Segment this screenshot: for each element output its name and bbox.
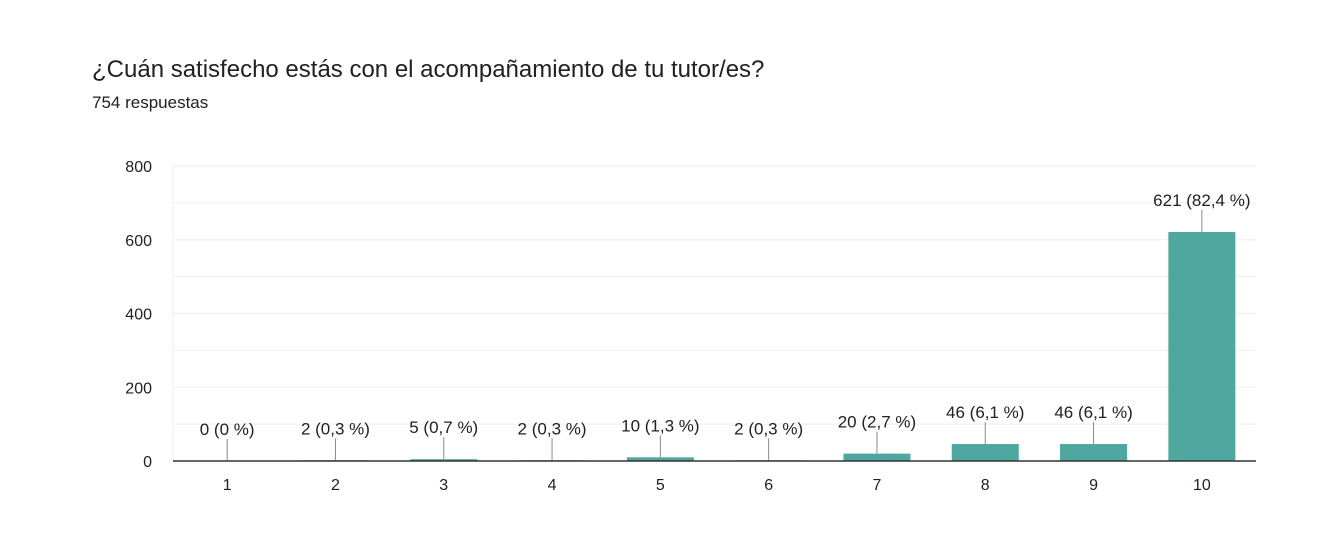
bar-3	[410, 459, 478, 461]
x-tick-label: 2	[331, 477, 340, 494]
x-tick-label: 7	[872, 477, 881, 494]
chart-title: ¿Cuán satisfecho estás con el acompañami…	[92, 56, 765, 83]
x-tick-label: 10	[1193, 477, 1211, 494]
data-label-8: 46 (6,1 %)	[946, 403, 1024, 422]
data-label-7: 20 (2,7 %)	[838, 413, 916, 432]
y-tick-label: 0	[143, 454, 152, 471]
data-label-2: 2 (0,3 %)	[301, 419, 370, 438]
y-tick-label: 400	[125, 307, 152, 324]
data-label-4: 2 (0,3 %)	[518, 419, 587, 438]
data-label-9: 46 (6,1 %)	[1054, 403, 1132, 422]
x-tick-label: 3	[439, 477, 448, 494]
x-tick-label: 6	[764, 477, 773, 494]
data-label-5: 10 (1,3 %)	[621, 416, 699, 435]
x-axis-ticks: 1 2 3 4 5 6 7 8 9 10	[223, 477, 1211, 494]
label-leaders	[226, 210, 1203, 461]
x-tick-label: 8	[981, 477, 990, 494]
data-label-3: 5 (0,7 %)	[409, 418, 478, 437]
bar-7	[843, 453, 911, 461]
y-tick-label: 600	[125, 233, 152, 250]
y-tick-label: 200	[125, 380, 152, 397]
bar-5	[626, 457, 694, 461]
response-count: 754 respuestas	[92, 93, 209, 112]
y-tick-label: 800	[125, 159, 152, 176]
bar-9	[1060, 444, 1128, 461]
x-tick-label: 5	[656, 477, 665, 494]
y-axis-ticks: 0 200 400 600 800	[125, 159, 152, 471]
bar-8	[951, 444, 1019, 461]
data-label-6: 2 (0,3 %)	[734, 419, 803, 438]
data-label-1: 0 (0 %)	[200, 420, 255, 439]
data-labels: 0 (0 %) 2 (0,3 %) 5 (0,7 %) 2 (0,3 %) 10 (1,…	[200, 191, 1251, 439]
x-tick-label: 4	[548, 477, 557, 494]
bar-10	[1168, 232, 1236, 461]
x-tick-label: 1	[223, 477, 232, 494]
x-tick-label: 9	[1089, 477, 1098, 494]
gridlines	[172, 165, 1256, 461]
data-label-10: 621 (82,4 %)	[1153, 191, 1250, 210]
